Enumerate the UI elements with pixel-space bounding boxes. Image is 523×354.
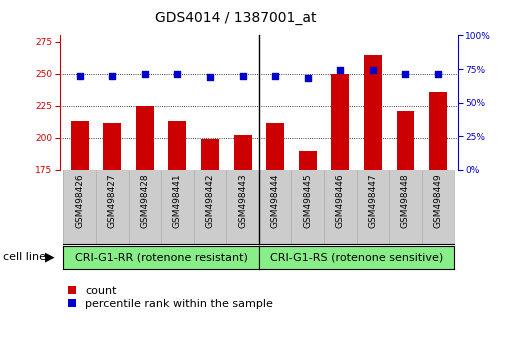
Text: CRI-G1-RS (rotenone sensitive): CRI-G1-RS (rotenone sensitive) [270, 252, 444, 262]
Text: GDS4014 / 1387001_at: GDS4014 / 1387001_at [155, 11, 316, 25]
Bar [136, 106, 154, 170]
Bar [291, 170, 324, 244]
Text: GSM498445: GSM498445 [303, 173, 312, 228]
Bar [161, 170, 194, 244]
Point [173, 72, 181, 77]
Bar [396, 111, 414, 170]
Point [206, 74, 214, 80]
Legend: count, percentile rank within the sample: count, percentile rank within the sample [69, 286, 273, 309]
Bar [422, 170, 454, 244]
Bar [226, 170, 259, 244]
Bar [96, 170, 129, 244]
Text: CRI-G1-RR (rotenone resistant): CRI-G1-RR (rotenone resistant) [75, 252, 247, 262]
Text: GSM498444: GSM498444 [271, 173, 280, 228]
Point [336, 68, 345, 73]
Text: GSM498427: GSM498427 [108, 173, 117, 228]
Text: GSM498446: GSM498446 [336, 173, 345, 228]
Bar [389, 170, 422, 244]
Bar [129, 170, 161, 244]
Point [303, 76, 312, 81]
Bar [324, 170, 357, 244]
Bar [71, 121, 89, 170]
Bar [266, 122, 284, 170]
Text: GSM498449: GSM498449 [434, 173, 442, 228]
Text: GSM498442: GSM498442 [206, 173, 214, 228]
Text: GSM498447: GSM498447 [368, 173, 378, 228]
Point [141, 72, 149, 77]
Text: GSM498426: GSM498426 [75, 173, 84, 228]
Bar [299, 151, 317, 170]
Bar [194, 170, 226, 244]
Text: GSM498443: GSM498443 [238, 173, 247, 228]
Point [369, 68, 377, 73]
Bar [104, 122, 121, 170]
Bar [168, 121, 186, 170]
Bar [429, 92, 447, 170]
Point [108, 73, 117, 79]
Bar [259, 170, 291, 244]
Bar [364, 55, 382, 170]
Text: GSM498448: GSM498448 [401, 173, 410, 228]
Bar [332, 74, 349, 170]
Bar [357, 170, 389, 244]
Point [238, 73, 247, 79]
Point [434, 72, 442, 77]
Bar [63, 170, 96, 244]
Point [401, 72, 410, 77]
Text: GSM498428: GSM498428 [140, 173, 150, 228]
Bar [201, 139, 219, 170]
Text: GSM498441: GSM498441 [173, 173, 182, 228]
Point [271, 73, 279, 79]
Text: ▶: ▶ [45, 251, 54, 264]
Point [75, 73, 84, 79]
Bar [234, 135, 252, 170]
Text: cell line: cell line [3, 252, 46, 262]
